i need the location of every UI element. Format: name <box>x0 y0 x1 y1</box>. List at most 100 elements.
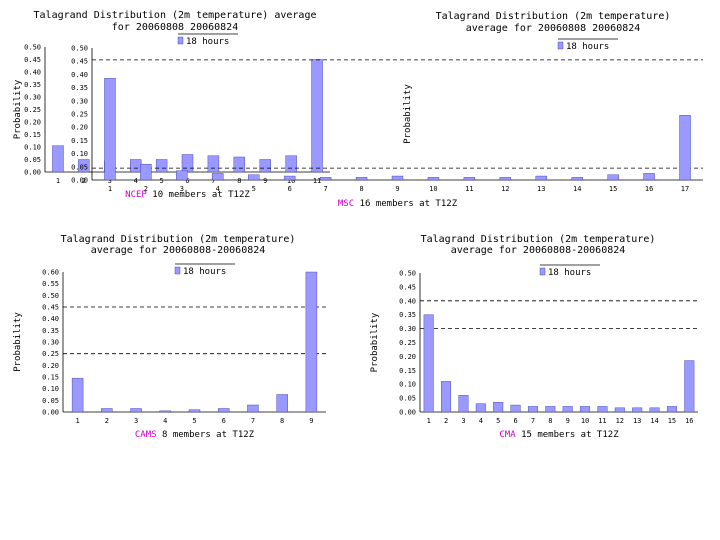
x-tick-label: 13 <box>537 185 545 193</box>
x-axis-label: CMA 15 members at T12Z <box>499 430 619 440</box>
x-tick-label: 9 <box>566 417 570 425</box>
y-tick-label: 0.25 <box>42 350 59 358</box>
bar <box>311 59 323 173</box>
legend-label: 18 hours <box>548 268 591 278</box>
y-tick-label: 0.45 <box>399 283 416 291</box>
legend-label: 18 hours <box>186 37 229 47</box>
bar <box>475 403 486 413</box>
y-tick-label: 0.00 <box>42 409 59 417</box>
bar <box>159 410 171 413</box>
bar <box>427 177 440 181</box>
x-tick-label: 4 <box>479 417 483 425</box>
y-tick-label: 0.20 <box>399 353 416 361</box>
x-tick-label: 9 <box>309 417 313 425</box>
y-tick-label: 0.50 <box>71 45 88 53</box>
y-axis-label: Probability <box>370 312 380 372</box>
bar <box>527 406 538 413</box>
x-tick-label: 15 <box>668 417 676 425</box>
chart-title-line: Talagrand Distribution (2m temperature) … <box>34 10 317 21</box>
y-tick-label: 0.55 <box>42 280 59 288</box>
y-tick-label: 0.25 <box>71 111 88 119</box>
y-tick-label: 0.05 <box>399 395 416 403</box>
y-tick-label: 0.15 <box>42 374 59 382</box>
bar <box>545 406 556 413</box>
x-axis-label: MSC 16 members at T12Z <box>338 199 458 209</box>
x-tick-label: 3 <box>108 177 112 185</box>
y-tick-label: 0.35 <box>42 327 59 335</box>
y-axis-label: Probability <box>403 84 413 144</box>
bar <box>643 173 655 181</box>
x-tick-label: 10 <box>581 417 589 425</box>
x-tick-label: 3 <box>461 417 465 425</box>
legend-swatch <box>539 267 546 276</box>
chart-title-line: average for 20060808 20060824 <box>466 23 641 34</box>
y-tick-label: 0.25 <box>399 339 416 347</box>
y-tick-label: 0.50 <box>42 292 59 300</box>
x-tick-label: 2 <box>82 177 86 185</box>
y-tick-label: 0.45 <box>42 304 59 312</box>
x-tick-label: 5 <box>496 417 500 425</box>
chart-title-line: Talagrand Distribution (2m temperature) <box>436 11 671 22</box>
x-tick-label: 1 <box>56 177 60 185</box>
x-tick-label: 3 <box>180 185 184 193</box>
y-axis-label: Probability <box>13 312 23 372</box>
bar <box>247 404 259 413</box>
y-tick-label: 0.30 <box>24 94 41 102</box>
x-axis-model-name: CMA <box>499 430 516 440</box>
chart-msc: Talagrand Distribution (2m temperature)a… <box>71 11 703 209</box>
bar <box>458 395 469 413</box>
y-tick-label: 0.40 <box>399 297 416 305</box>
x-tick-label: 11 <box>313 177 321 185</box>
x-tick-label: 15 <box>609 185 617 193</box>
bar <box>499 177 512 181</box>
x-tick-label: 5 <box>252 185 256 193</box>
x-tick-label: 8 <box>280 417 284 425</box>
x-tick-label: 4 <box>134 177 138 185</box>
y-tick-label: 0.30 <box>42 339 59 347</box>
y-tick-label: 0.00 <box>24 169 41 177</box>
x-tick-label: 11 <box>465 185 473 193</box>
legend-swatch <box>557 41 564 50</box>
bar <box>319 177 332 181</box>
y-tick-label: 0.35 <box>399 311 416 319</box>
x-tick-label: 14 <box>650 417 658 425</box>
bar <box>104 78 116 181</box>
x-tick-label: 2 <box>444 417 448 425</box>
x-tick-label: 3 <box>134 417 138 425</box>
bar <box>212 173 224 181</box>
y-tick-label: 0.10 <box>42 385 59 393</box>
x-tick-label: 12 <box>616 417 624 425</box>
x-tick-label: 10 <box>287 177 295 185</box>
chart-title-line: Talagrand Distribution (2m temperature) <box>421 234 656 245</box>
x-tick-label: 7 <box>251 417 255 425</box>
bar <box>130 408 142 413</box>
x-tick-label: 4 <box>216 185 220 193</box>
y-tick-label: 0.05 <box>42 397 59 405</box>
bar <box>233 156 246 173</box>
bar <box>510 404 521 413</box>
bar <box>276 394 288 413</box>
chart-title-line: Talagrand Distribution (2m temperature) <box>61 234 296 245</box>
x-tick-label: 9 <box>263 177 267 185</box>
chart-title-line: average for 20060808-20060824 <box>451 245 626 256</box>
x-axis-model-name: CAMS <box>135 430 157 440</box>
x-tick-label: 4 <box>163 417 167 425</box>
chart-cma: Talagrand Distribution (2m temperature)a… <box>370 234 698 440</box>
y-tick-label: 0.05 <box>24 156 41 164</box>
y-tick-label: 0.15 <box>399 367 416 375</box>
y-tick-label: 0.15 <box>24 131 41 139</box>
y-tick-label: 0.30 <box>399 325 416 333</box>
bar <box>355 177 368 181</box>
bar <box>614 407 625 413</box>
y-tick-label: 0.40 <box>42 315 59 323</box>
bar <box>101 408 113 413</box>
x-tick-label: 16 <box>645 185 653 193</box>
bar <box>441 381 452 413</box>
chart-title-line: average for 20060808-20060824 <box>91 245 266 256</box>
bar <box>391 175 404 181</box>
x-tick-label: 2 <box>105 417 109 425</box>
x-axis-members-text: 8 members at T12Z <box>157 430 255 440</box>
x-tick-label: 16 <box>685 417 693 425</box>
bar <box>580 406 591 413</box>
legend-label: 18 hours <box>566 42 609 52</box>
